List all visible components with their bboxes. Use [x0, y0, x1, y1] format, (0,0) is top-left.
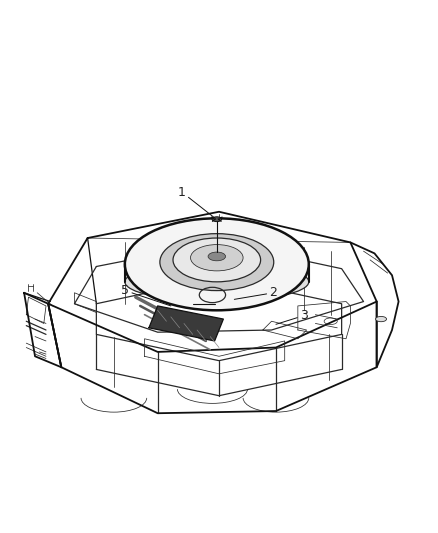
Text: 5: 5	[121, 284, 171, 306]
Text: 2: 2	[234, 286, 277, 300]
Ellipse shape	[125, 262, 309, 302]
Ellipse shape	[125, 219, 309, 310]
Ellipse shape	[212, 217, 222, 222]
Ellipse shape	[375, 317, 387, 322]
Text: 1: 1	[178, 185, 215, 218]
Polygon shape	[149, 306, 223, 341]
Ellipse shape	[208, 252, 226, 261]
Text: 3: 3	[276, 309, 308, 324]
Ellipse shape	[173, 238, 261, 282]
Ellipse shape	[160, 233, 274, 290]
Ellipse shape	[191, 245, 243, 271]
